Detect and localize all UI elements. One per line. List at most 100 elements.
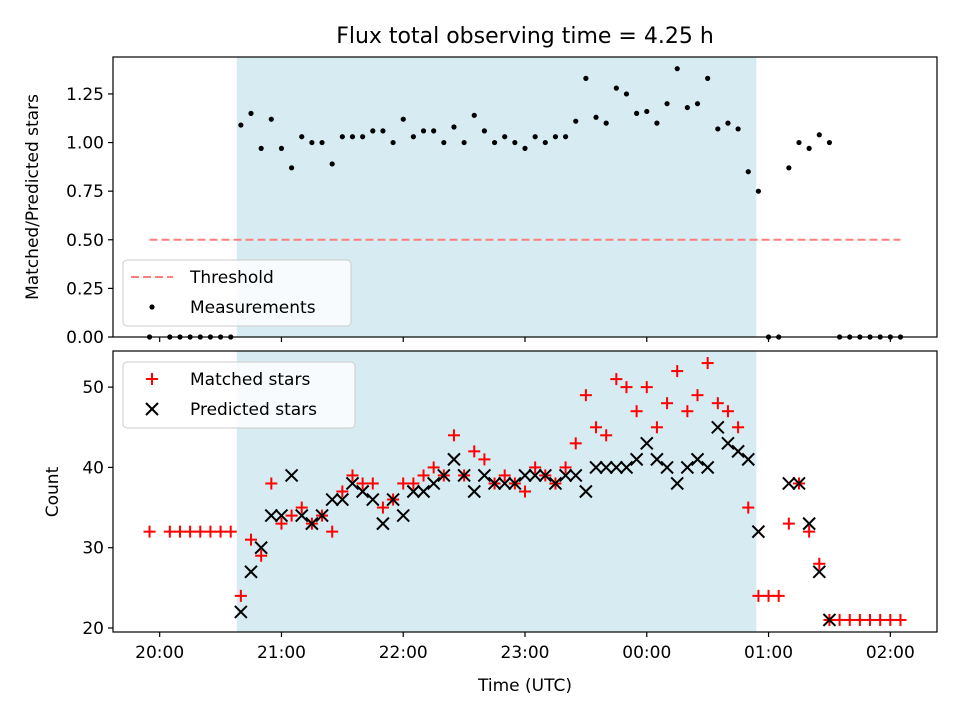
predicted-stars-point	[700, 460, 715, 475]
matched-stars-point	[620, 381, 633, 394]
predicted-stars-point	[487, 476, 502, 491]
matched-stars-point	[579, 389, 592, 402]
measurement-point	[339, 134, 345, 140]
top-panel-ylabel: Matched/Predicted stars	[23, 94, 43, 300]
matched-stars-point	[214, 525, 227, 538]
measurement-point	[309, 139, 315, 146]
predicted-stars-point	[731, 444, 745, 459]
measurement-point	[390, 139, 396, 146]
matched-stars-point	[782, 517, 795, 530]
measurement-point	[715, 126, 721, 132]
measurement-point	[745, 169, 751, 175]
measurement-point	[380, 128, 386, 134]
predicted-stars-point	[569, 468, 583, 483]
bottom-ytick-label: 20	[82, 619, 104, 639]
measurement-point	[583, 75, 589, 81]
measurement-point	[603, 120, 609, 126]
matched-stars-point	[701, 357, 714, 370]
matched-stars-point	[478, 453, 491, 466]
matched-stars-point	[275, 517, 288, 530]
legend-measurements-swatch	[149, 304, 155, 310]
predicted-stars-point	[396, 508, 410, 523]
xtick-label: 00:00	[622, 643, 671, 663]
matched-stars-point	[590, 421, 603, 434]
measurement-point	[826, 139, 833, 146]
matched-stars-point	[255, 549, 268, 562]
matched-stars-point	[600, 429, 613, 442]
matched-stars-point	[498, 469, 511, 482]
matched-stars-point	[732, 421, 745, 434]
predicted-stars-point	[295, 508, 309, 523]
matched-stars-point	[742, 501, 755, 514]
top-panel-legend: Threshold Measurements	[122, 259, 352, 327]
predicted-stars-point	[305, 516, 319, 531]
predicted-stars-point	[376, 516, 390, 531]
measurement-point	[502, 134, 508, 140]
matched-stars-point	[519, 485, 531, 498]
predicted-stars-point	[792, 476, 806, 491]
predicted-stars-point	[467, 484, 481, 499]
measurement-point	[471, 112, 477, 118]
xtick-label: 23:00	[501, 643, 550, 663]
predicted-stars-point	[579, 484, 593, 499]
measurement-point	[289, 165, 295, 171]
predicted-stars-point	[254, 540, 268, 555]
xtick-label: 02:00	[866, 643, 915, 663]
predicted-stars-point	[366, 492, 380, 507]
matched-stars-point	[661, 397, 674, 410]
matched-stars-point	[407, 477, 420, 490]
matched-stars-point	[204, 525, 217, 538]
measurement-point	[451, 124, 457, 130]
measurement-point	[461, 139, 467, 146]
predicted-stars-point	[548, 476, 563, 491]
predicted-stars-point	[640, 436, 654, 451]
measurement-point	[684, 104, 690, 111]
predicted-stars-point	[680, 460, 695, 475]
predicted-stars-point	[782, 476, 796, 491]
matched-stars-point	[356, 477, 369, 490]
measurement-point	[694, 101, 701, 107]
measurement-point	[806, 145, 812, 151]
measurement-point	[796, 139, 802, 146]
predicted-stars-point	[244, 565, 258, 579]
bottom-ytick-label: 40	[82, 458, 104, 478]
measurement-point	[664, 101, 670, 107]
matched-stars-point	[468, 445, 481, 458]
predicted-stars-point	[619, 460, 634, 475]
predicted-stars-point	[609, 460, 624, 475]
bottom-panel-xlabel: Time (UTC)	[477, 676, 572, 696]
matched-stars-point	[336, 485, 349, 498]
measurement-point	[238, 122, 244, 128]
measurement-point	[532, 134, 538, 140]
matched-stars-point	[610, 373, 623, 386]
matched-stars-point	[711, 397, 724, 410]
legend-predicted-swatch	[145, 402, 159, 416]
matched-stars-point	[559, 461, 572, 474]
measurement-point	[725, 120, 731, 126]
matched-stars-point	[772, 589, 785, 602]
measurement-point	[654, 120, 660, 126]
top-panel-ticks: 0.00 0.25 0.50 0.75 1.00 1.25	[66, 85, 891, 348]
matched-stars-point	[265, 477, 278, 490]
bottom-panel: 20 30 40 50 20:00 21:00 22:00 23:00 00:00 01:00 02…	[43, 350, 938, 696]
predicted-stars-point	[558, 468, 573, 483]
legend-measurements-label: Measurements	[190, 298, 316, 318]
predicted-stars-point	[284, 468, 299, 483]
xtick-label: 21:00	[257, 643, 306, 663]
matched-stars-point	[529, 461, 542, 474]
matched-stars-point	[853, 613, 866, 626]
measurement-point	[481, 128, 488, 134]
predicted-stars-point	[345, 476, 360, 491]
predicted-stars-point	[325, 492, 339, 507]
bottom-panel-frame	[112, 350, 938, 633]
predicted-stars-point	[822, 613, 837, 627]
top-ytick-label: 0.00	[66, 328, 104, 348]
legend-threshold-label: Threshold	[189, 268, 274, 288]
matched-stars-point	[173, 525, 186, 538]
top-ytick-label: 1.25	[66, 85, 104, 105]
matched-stars-point	[813, 557, 826, 570]
predicted-stars-point	[589, 460, 603, 475]
measurement-point	[755, 188, 761, 194]
matched-stars-point	[194, 525, 207, 538]
